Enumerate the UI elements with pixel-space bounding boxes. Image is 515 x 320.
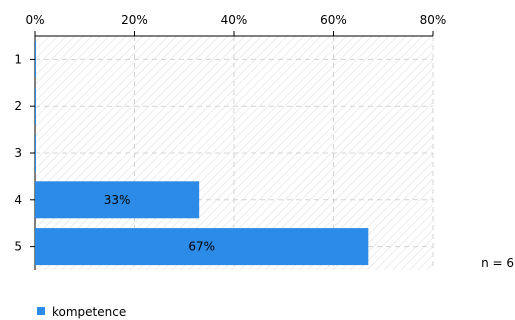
x-tick-label: 60% <box>320 13 347 27</box>
category-label: 4 <box>14 193 22 207</box>
bar <box>35 87 36 125</box>
bar <box>35 228 369 266</box>
category-label: 1 <box>14 52 22 66</box>
bar-data-label: 33% <box>104 193 131 207</box>
x-tick-label: 80% <box>420 13 447 27</box>
x-tick-label: 20% <box>121 13 148 27</box>
category-label: 2 <box>14 99 22 113</box>
bar <box>35 40 36 78</box>
bar <box>35 181 200 219</box>
bar <box>35 134 36 172</box>
x-tick-label: 40% <box>221 13 248 27</box>
sample-size-annotation: n = 6 <box>481 256 514 270</box>
legend-label: kompetence <box>52 305 126 319</box>
x-tick-label: 0% <box>25 13 44 27</box>
category-label: 5 <box>14 240 22 254</box>
legend-swatch <box>37 307 45 315</box>
bar-data-label: 67% <box>188 240 215 254</box>
bars <box>35 40 369 266</box>
labels: 0% 20% 40% 60% 80% 1 2 3 4 5 33% 67% <box>14 13 446 254</box>
category-label: 3 <box>14 146 22 160</box>
